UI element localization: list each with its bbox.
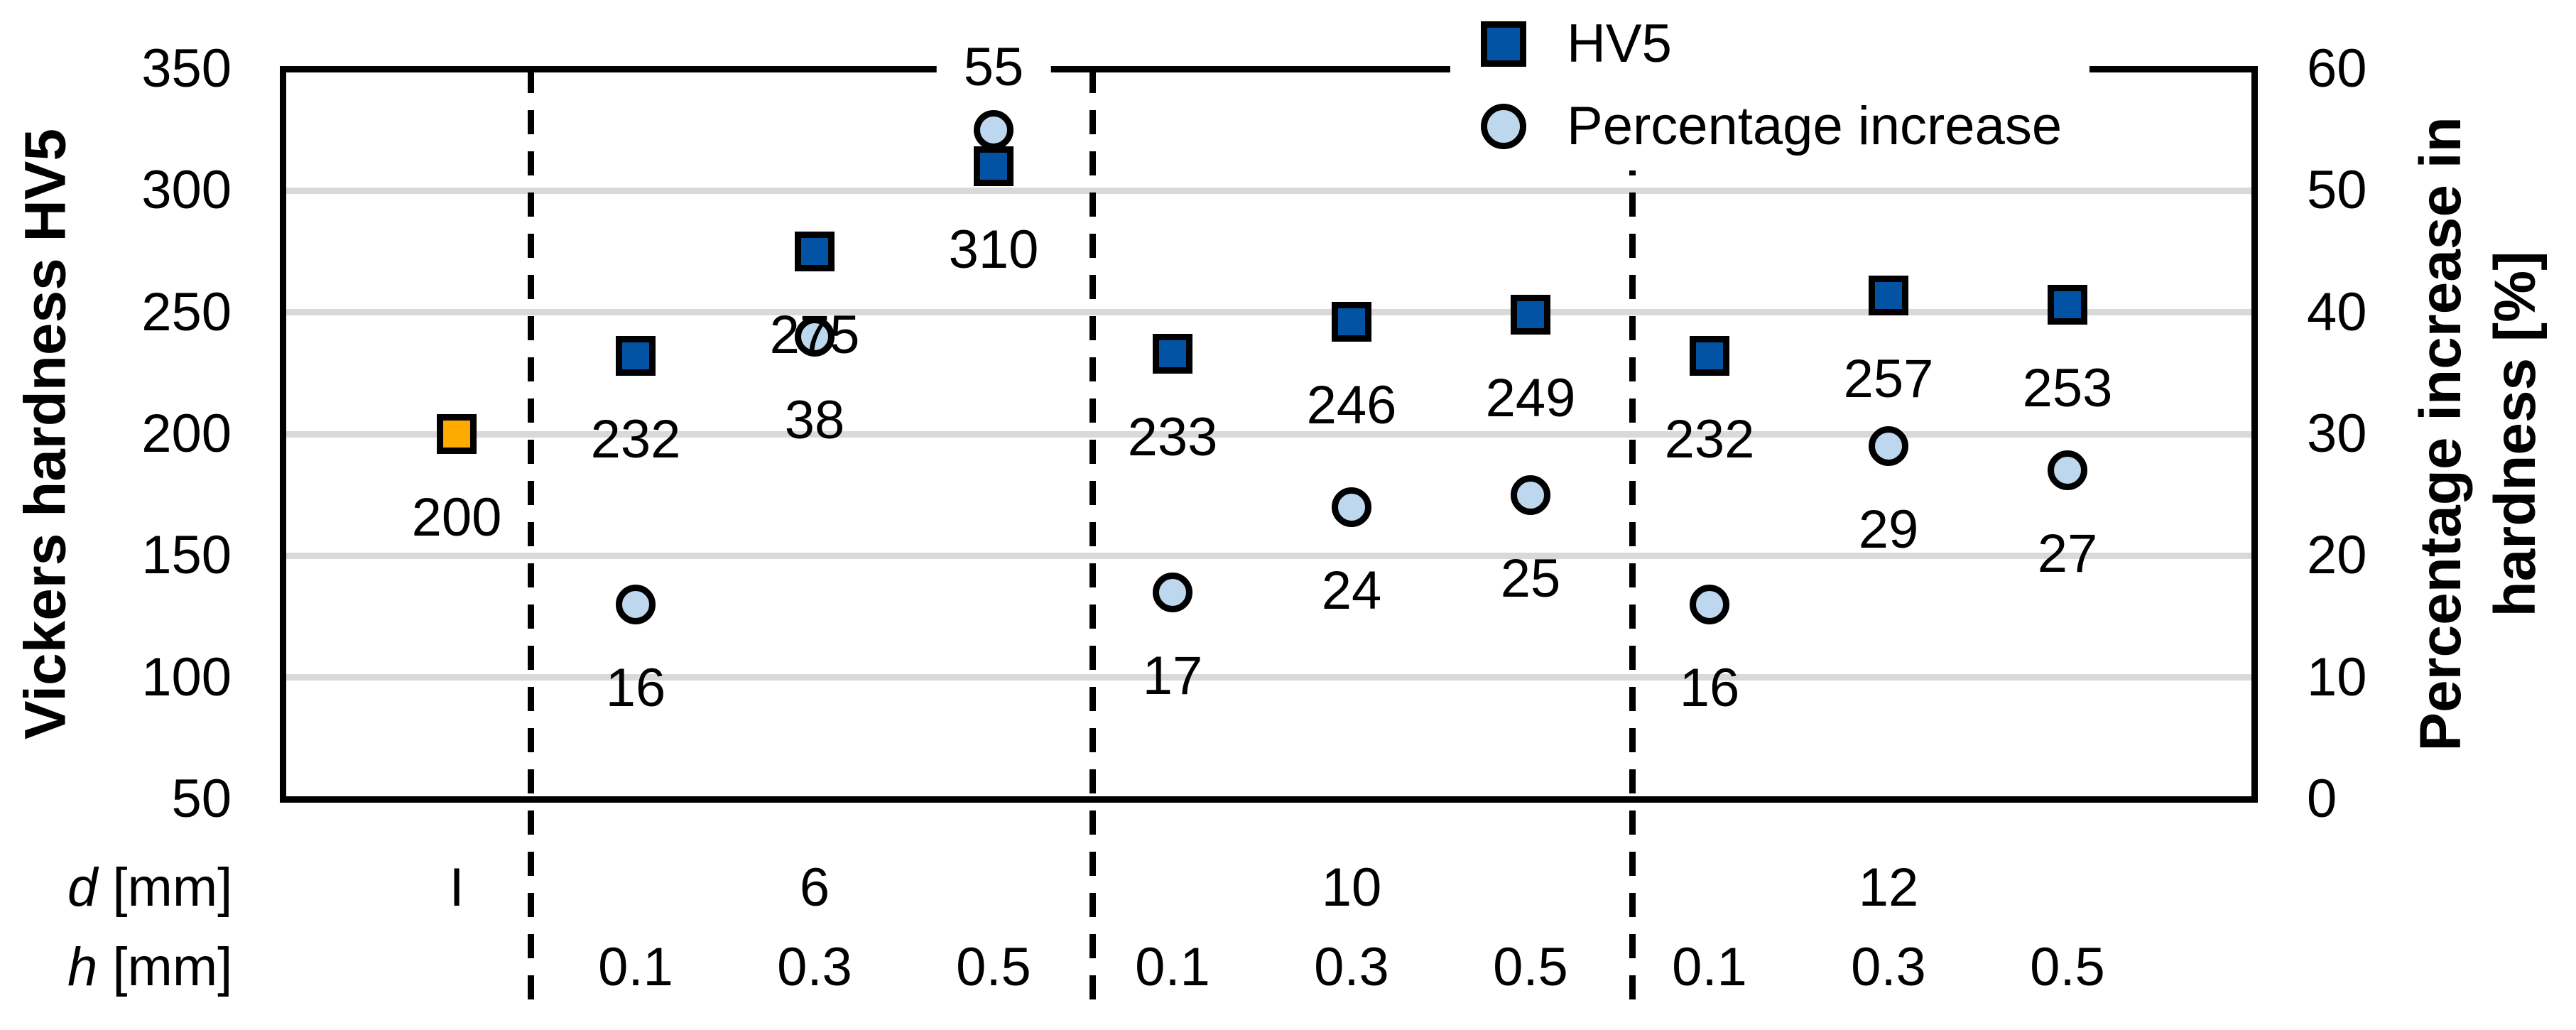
h-symbol: h xyxy=(67,937,98,997)
hv5-value-label: 232 xyxy=(590,409,681,470)
d-unit: [mm] xyxy=(112,857,233,918)
left-axis-tick-label: 300 xyxy=(141,160,232,221)
left-axis-tick-label: 100 xyxy=(141,646,232,708)
right-axis-tick-label: 30 xyxy=(2307,403,2367,464)
gridline xyxy=(286,430,2251,438)
gridline xyxy=(286,187,2251,194)
hv5-value-label: 246 xyxy=(1306,375,1397,436)
hv5-marker xyxy=(974,146,1013,187)
h-value-label: 0.5 xyxy=(2030,937,2105,997)
percentage-marker xyxy=(1869,426,1908,467)
hv5-marker xyxy=(795,232,835,271)
percentage-marker xyxy=(974,109,1013,150)
legend-background xyxy=(1450,1,2089,170)
d-symbol: d xyxy=(67,857,98,918)
percentage-marker xyxy=(795,316,835,357)
percentage-marker xyxy=(1690,584,1729,624)
left-axis-tick-label: 50 xyxy=(171,769,232,829)
percentage-marker xyxy=(1332,487,1371,527)
percentage-value-label: 38 xyxy=(784,389,845,450)
initial-hardness-marker xyxy=(437,414,477,454)
right-axis-title-line2: hardness [%] xyxy=(2483,251,2548,617)
legend-percentage-label: Percentage increase xyxy=(1567,96,2063,156)
right-axis-tick-label: 50 xyxy=(2307,160,2367,221)
section-separator-dashed-line xyxy=(1089,69,1096,1014)
right-axis-title-line1: Percentage increase in xyxy=(2408,116,2474,752)
x-row2-header: h [mm] xyxy=(67,940,232,994)
left-axis-tick-label: 150 xyxy=(141,525,232,586)
h-value-label: 0.1 xyxy=(1672,937,1747,997)
d-group-label: 12 xyxy=(1858,857,1919,918)
legend-percentage-marker-icon xyxy=(1481,104,1526,149)
hv5-value-label: 200 xyxy=(411,487,502,548)
legend-hv5-label: HV5 xyxy=(1567,13,1672,74)
h-unit: [mm] xyxy=(112,937,233,997)
percentage-value-label: 24 xyxy=(1321,560,1382,621)
hv5-marker xyxy=(1153,333,1192,374)
section-separator-dashed-line xyxy=(527,69,534,1014)
h-value-label: 0.5 xyxy=(1493,937,1568,997)
hv5-value-label: 275 xyxy=(769,305,860,365)
percentage-marker xyxy=(616,584,656,624)
hv5-marker xyxy=(1690,336,1729,376)
hv5-marker xyxy=(2048,285,2087,325)
d-group-label: I xyxy=(449,857,464,918)
hv5-value-label: 257 xyxy=(1843,348,1934,409)
legend-hv5-marker-icon xyxy=(1481,21,1526,67)
d-group-label: 10 xyxy=(1321,857,1382,918)
left-axis-tick-label: 250 xyxy=(141,281,232,342)
h-value-label: 0.3 xyxy=(1851,937,1926,997)
hv5-value-label: 233 xyxy=(1127,406,1218,467)
hv5-value-label: 310 xyxy=(948,219,1039,281)
h-value-label: 0.1 xyxy=(598,937,673,997)
h-value-label: 0.1 xyxy=(1135,937,1210,997)
gridline xyxy=(286,674,2251,681)
x-row1-header: d [mm] xyxy=(67,861,232,915)
percentage-marker xyxy=(2048,450,2087,491)
left-axis-tick-label: 200 xyxy=(141,403,232,464)
hv5-marker xyxy=(616,336,656,376)
hv5-value-label: 232 xyxy=(1664,409,1755,470)
left-axis-tick-label: 350 xyxy=(141,38,232,99)
percentage-value-label: 16 xyxy=(605,657,666,718)
d-group-label: 6 xyxy=(799,857,830,918)
hv5-value-label: 249 xyxy=(1485,368,1576,429)
hv5-marker xyxy=(1511,295,1550,335)
right-axis-title: Percentage increase in hardness [%] xyxy=(2404,116,2553,751)
h-value-label: 0.5 xyxy=(956,937,1031,997)
gridline xyxy=(286,309,2251,316)
right-axis-tick-label: 0 xyxy=(2307,769,2337,829)
percentage-value-label: 55 xyxy=(936,33,1051,102)
percentage-marker xyxy=(1511,475,1550,515)
right-axis-tick-label: 20 xyxy=(2307,525,2367,586)
right-axis-tick-label: 40 xyxy=(2307,281,2367,342)
percentage-value-label: 17 xyxy=(1142,645,1203,706)
hv5-marker xyxy=(1869,275,1908,315)
section-separator-dashed-line xyxy=(1629,69,1636,1014)
hv5-value-label: 253 xyxy=(2022,358,2113,419)
percentage-value-label: 29 xyxy=(1858,499,1919,560)
left-axis-title: Vickers hardness HV5 xyxy=(13,129,78,739)
hv5-marker xyxy=(1332,302,1371,342)
percentage-value-label: 16 xyxy=(1679,657,1740,718)
h-value-label: 0.3 xyxy=(1314,937,1389,997)
right-axis-tick-label: 10 xyxy=(2307,646,2367,708)
percentage-value-label: 27 xyxy=(2037,524,2098,585)
h-value-label: 0.3 xyxy=(777,937,852,997)
right-axis-tick-label: 60 xyxy=(2307,38,2367,99)
percentage-marker xyxy=(1153,572,1192,612)
percentage-value-label: 25 xyxy=(1500,548,1561,609)
gridline xyxy=(286,552,2251,559)
